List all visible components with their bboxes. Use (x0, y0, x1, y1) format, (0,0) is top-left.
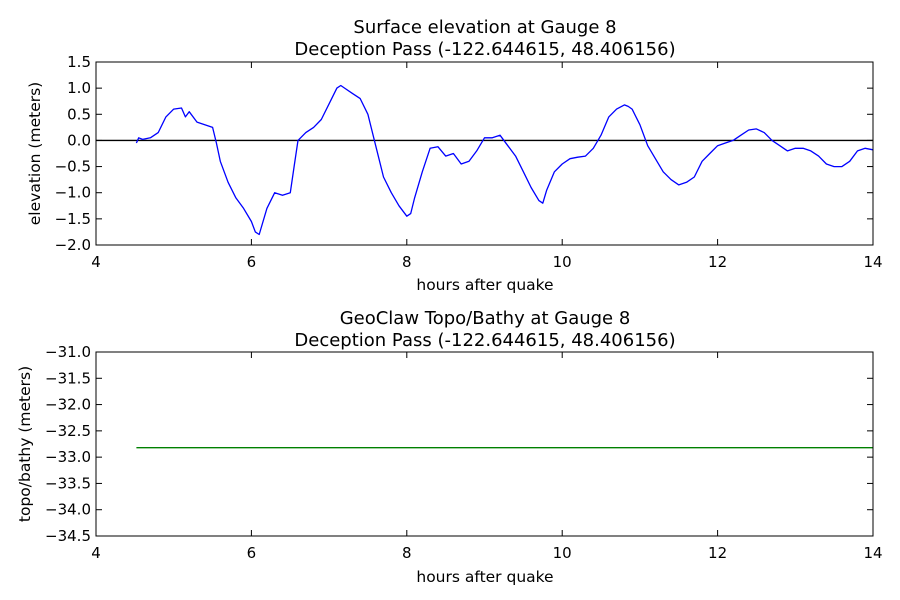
x-tick-label: 8 (402, 544, 412, 562)
chart1-title: Surface elevation at Gauge 8 (353, 17, 616, 38)
x-tick-label: 4 (91, 544, 101, 562)
y-tick-label: 1.5 (67, 53, 91, 71)
chart1-subtitle: Deception Pass (-122.644615, 48.406156) (294, 39, 675, 60)
y-tick-label: −31.0 (45, 343, 91, 361)
x-tick-label: 6 (247, 253, 257, 271)
y-tick-label: −1.5 (55, 210, 91, 228)
x-tick-label: 10 (553, 544, 572, 562)
x-tick-label: 12 (708, 253, 727, 271)
x-tick-label: 14 (863, 253, 882, 271)
series-line-0 (135, 84, 874, 236)
x-tick-label: 12 (708, 544, 727, 562)
chart-topo-bathy: GeoClaw Topo/Bathy at Gauge 8 Deception … (16, 308, 883, 586)
chart2-xlabel: hours after quake (416, 568, 553, 586)
y-tick-label: 0.5 (67, 105, 91, 123)
chart2-title: GeoClaw Topo/Bathy at Gauge 8 (340, 308, 631, 329)
chart1-frame (95, 61, 874, 246)
y-tick-label: −2.0 (55, 236, 91, 254)
y-tick-label: −0.5 (55, 158, 91, 176)
y-tick-label: −33.5 (45, 474, 91, 492)
y-tick-label: −34.5 (45, 527, 91, 545)
chart1-tick-labels: 4 6 8 10 12 14 1.5 1.0 0.5 0.0 −0.5 −1.0 −1.5 −2.0 (55, 53, 883, 271)
y-tick-label: −34.0 (45, 501, 91, 519)
chart2-tick-labels: 4 6 8 10 12 14 −31.0 −31.5 −32.0 −32.5 −33.0 −33.5 −… (45, 343, 883, 562)
chart1-ylabel: elevation (meters) (26, 82, 44, 225)
chart2-ylabel: topo/bathy (meters) (16, 366, 34, 522)
y-tick-label: −1.0 (55, 184, 91, 202)
x-tick-label: 4 (91, 253, 101, 271)
x-tick-label: 14 (863, 544, 882, 562)
y-tick-label: −33.0 (45, 448, 91, 466)
chart2-subtitle: Deception Pass (-122.644615, 48.406156) (294, 330, 675, 351)
x-tick-label: 8 (402, 253, 412, 271)
chart2-ticks (95, 351, 874, 537)
chart-surface-elevation: Surface elevation at Gauge 8 Deception P… (26, 17, 883, 294)
y-tick-label: −31.5 (45, 369, 91, 387)
y-tick-label: 0.0 (67, 131, 91, 149)
y-tick-label: 1.0 (67, 79, 91, 97)
x-tick-label: 6 (247, 544, 257, 562)
chart2-frame (95, 351, 874, 537)
chart1-xlabel: hours after quake (416, 276, 553, 294)
chart1-ticks (95, 61, 874, 246)
x-tick-label: 10 (553, 253, 572, 271)
chart1-series (135, 84, 874, 236)
y-tick-label: −32.5 (45, 422, 91, 440)
y-tick-label: −32.0 (45, 396, 91, 414)
